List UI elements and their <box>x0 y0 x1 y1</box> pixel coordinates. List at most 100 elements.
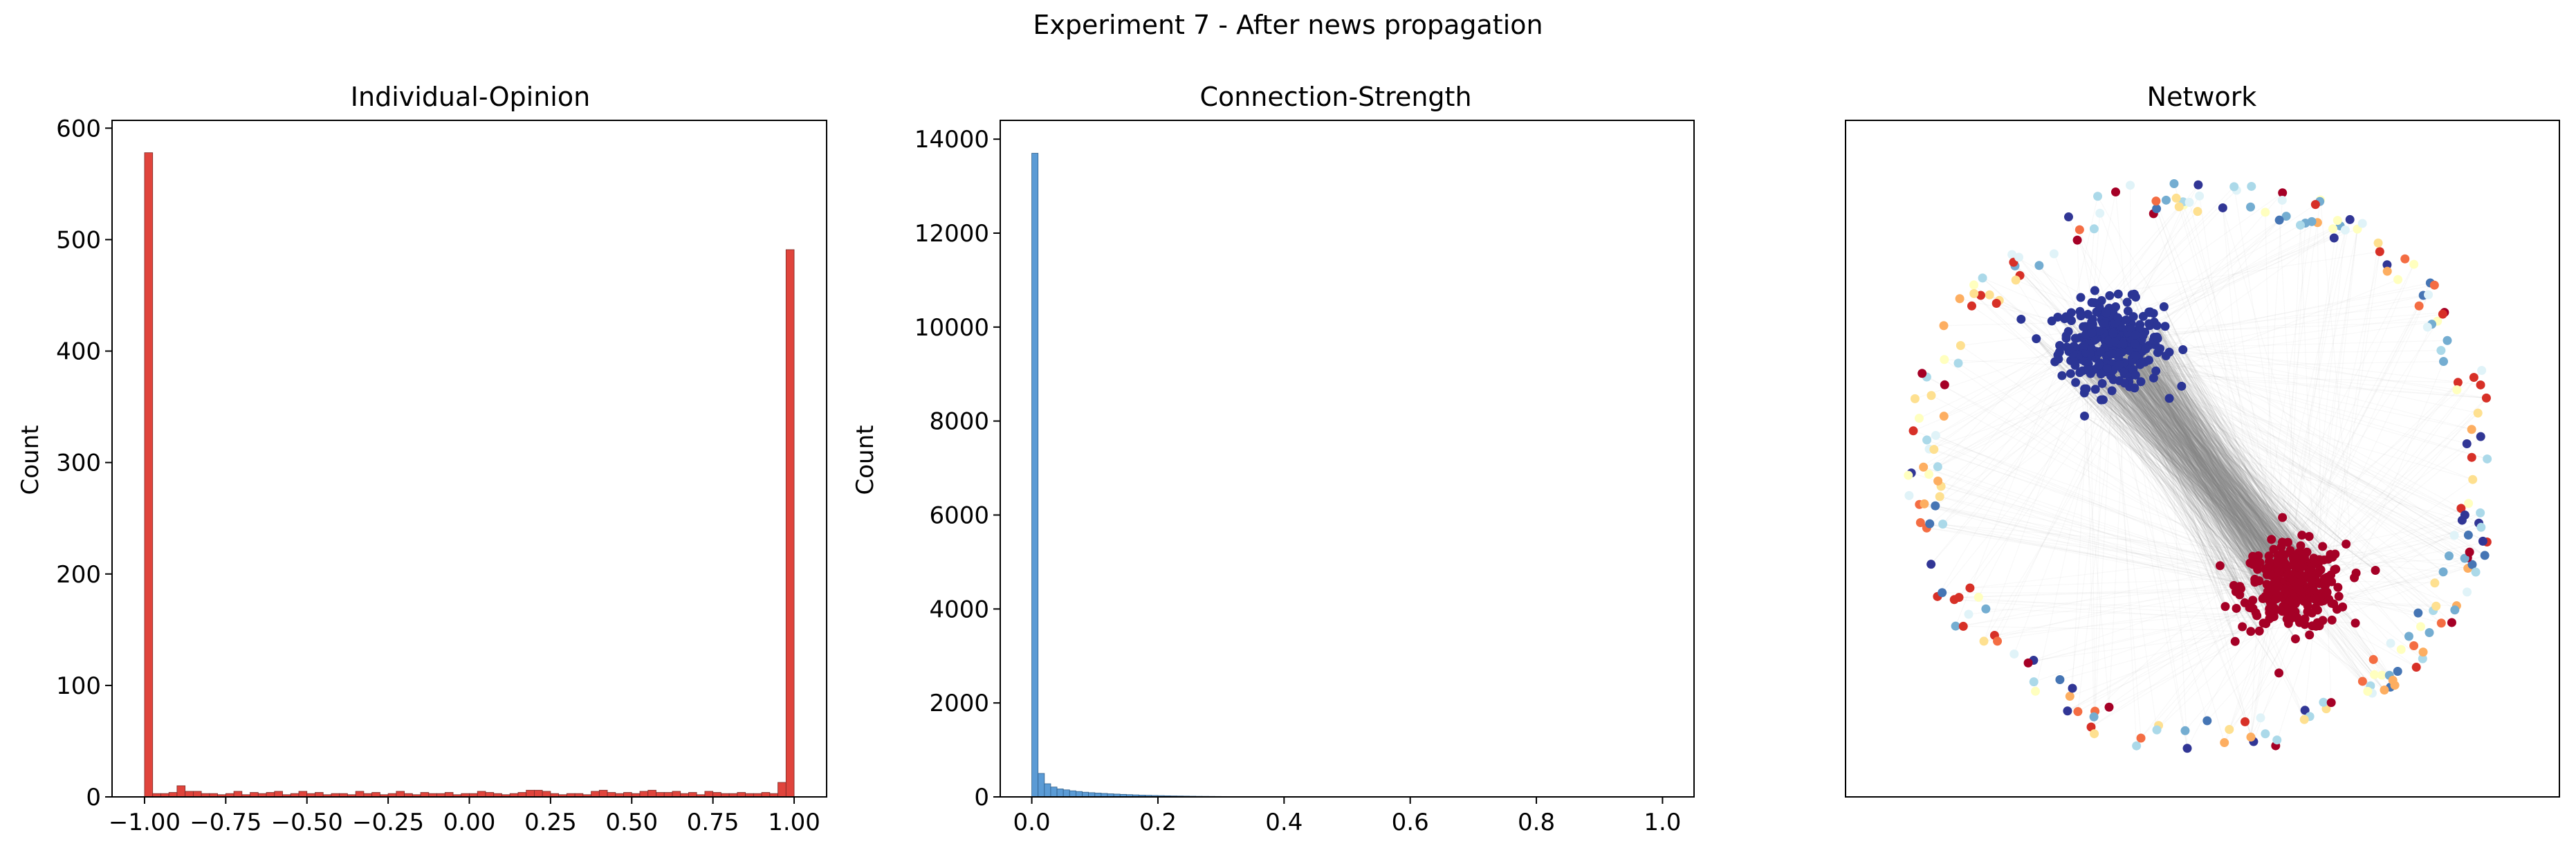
network-edge <box>2157 338 2242 589</box>
network-edge <box>2095 555 2259 712</box>
network-edge <box>2108 324 2444 573</box>
network-edge <box>2128 381 2468 569</box>
network-node <box>2310 200 2320 210</box>
network-edge <box>2113 379 2269 574</box>
network-node <box>2126 181 2135 190</box>
network-edge <box>2149 325 2272 590</box>
network-edge <box>2148 345 2280 581</box>
network-edge <box>2126 320 2318 574</box>
network-edge <box>2106 324 2485 556</box>
bar-0-19 <box>298 791 308 798</box>
network-node <box>2463 531 2473 540</box>
network-node <box>2065 345 2074 355</box>
network-edge <box>2110 348 2188 748</box>
xtick-label: 0.25 <box>524 809 577 836</box>
network-node <box>2436 346 2446 356</box>
network-edge <box>2282 370 2483 543</box>
network-node <box>1922 435 1932 445</box>
network-edge <box>2153 378 2319 572</box>
network-edge <box>2088 363 2294 588</box>
network-edge <box>2142 351 2272 590</box>
network-node <box>2128 312 2138 322</box>
network-edge <box>2149 325 2285 597</box>
strength-histogram: Connection-Strength Count 0 2000 4000 6000 8… <box>852 82 1695 836</box>
network-edge <box>1985 608 2291 620</box>
network-node <box>1939 321 1949 331</box>
network-node <box>2195 191 2205 201</box>
network-edge <box>1943 326 2088 417</box>
network-node <box>2409 259 2419 269</box>
network-edge <box>2101 374 2458 383</box>
network-edge <box>2108 331 2337 570</box>
network-node <box>2093 192 2103 201</box>
network-node <box>2061 312 2071 322</box>
network-node <box>2104 702 2114 712</box>
network-node <box>2118 339 2128 349</box>
network-edge <box>2152 343 2478 414</box>
network-edge <box>2139 334 2290 578</box>
network-edge <box>2259 221 2312 563</box>
network-edge <box>1958 362 2277 573</box>
network-node <box>2007 250 2017 259</box>
network-edge <box>2121 351 2236 642</box>
network-node <box>1931 431 1940 441</box>
network-node <box>2278 188 2288 198</box>
bar-1-3 <box>1050 787 1058 798</box>
network-edge <box>1963 625 2251 632</box>
network-edge <box>2159 348 2254 557</box>
network-node <box>2113 289 2123 299</box>
network-edge <box>2135 374 2442 624</box>
network-node <box>2132 741 2142 751</box>
network-edge <box>1974 293 2272 590</box>
network-edge <box>2135 340 2485 556</box>
network-edge <box>2337 512 2481 610</box>
network-node <box>2076 311 2086 321</box>
network-edge <box>2122 341 2188 748</box>
network-node <box>1969 280 1979 290</box>
network-edge <box>2021 319 2385 690</box>
network-edge <box>2103 351 2237 609</box>
network-node <box>2151 366 2161 376</box>
network-node <box>2467 452 2476 462</box>
network-edge <box>2133 358 2313 563</box>
network-node <box>2409 641 2419 650</box>
network-node <box>2130 339 2140 349</box>
network-edge <box>2153 337 2303 585</box>
network-node <box>2278 513 2288 522</box>
network-node <box>2438 567 2448 577</box>
network-edge <box>2068 217 2226 607</box>
network-edge <box>2102 399 2259 564</box>
network-node <box>2089 224 2099 234</box>
network-edge <box>2153 340 2268 576</box>
network-edge <box>2111 364 2301 623</box>
network-edge <box>2088 363 2263 599</box>
network-node <box>2032 334 2041 344</box>
network-edge <box>2081 370 2301 564</box>
network-edge <box>2078 354 2241 587</box>
network-node <box>2073 707 2083 717</box>
network-node <box>2333 582 2343 592</box>
network-edge <box>2018 257 2278 599</box>
network-edge <box>2156 208 2280 566</box>
network-node <box>2327 615 2337 625</box>
network-node <box>1933 462 1942 472</box>
network-edge <box>2110 340 2142 739</box>
network-edge <box>1994 381 2130 636</box>
network-edge <box>2101 367 2487 399</box>
network-edge <box>2075 338 2465 559</box>
network-edge <box>2083 392 2300 591</box>
network-node <box>2254 626 2264 636</box>
network-node <box>2220 602 2230 612</box>
network-edge <box>2137 359 2482 528</box>
network-node <box>2279 556 2288 566</box>
network-node <box>2411 663 2421 672</box>
network-edge <box>2133 316 2329 580</box>
network-edge <box>2139 351 2267 585</box>
network-edge <box>2109 369 2276 609</box>
network-edge <box>2310 479 2474 596</box>
network-node <box>2238 622 2247 632</box>
network-node <box>2396 645 2406 654</box>
network-edge <box>2320 229 2358 570</box>
bar-0-5 <box>185 791 194 798</box>
network-edge <box>2086 388 2300 564</box>
